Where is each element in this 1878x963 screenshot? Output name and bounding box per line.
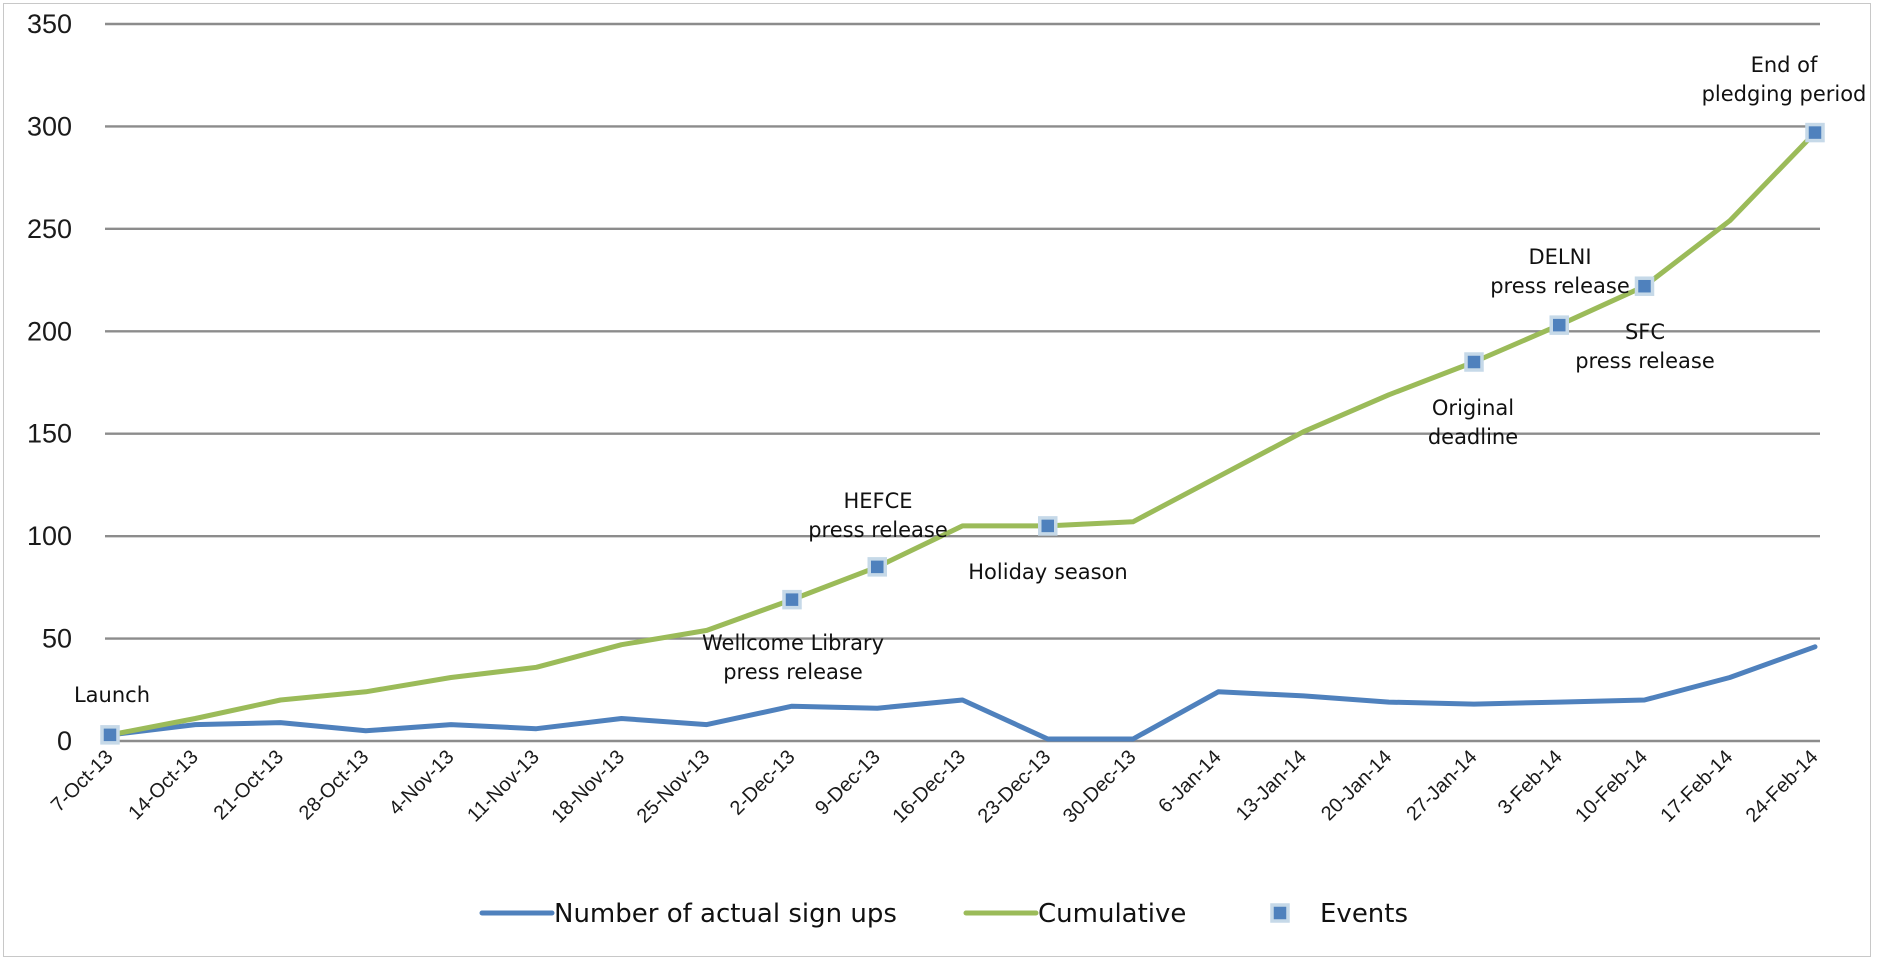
event-annotations: Launch Wellcome Library press release HEFCE… — [74, 53, 1866, 707]
event-annotation: Wellcome Library — [702, 631, 884, 655]
y-tick-label: 50 — [42, 624, 72, 654]
event-marker — [100, 725, 120, 745]
x-axis: 7-Oct-13 14-Oct-13 21-Oct-13 28-Oct-13 4-Nov… — [47, 746, 1823, 828]
event-marker — [1634, 276, 1655, 296]
x-tick-label: 28-Oct-13 — [295, 746, 373, 824]
y-tick-label: 150 — [27, 419, 72, 449]
event-marker — [867, 557, 887, 577]
x-tick-label: 13-Jan-14 — [1232, 746, 1311, 825]
event-annotation: Launch — [74, 683, 150, 707]
event-annotation: press release — [1575, 349, 1715, 373]
event-annotation: press release — [1490, 274, 1630, 298]
x-tick-label: 27-Jan-14 — [1402, 746, 1481, 825]
event-marker — [1464, 352, 1484, 372]
y-tick-label: 100 — [27, 521, 72, 551]
x-tick-label: 4-Nov-13 — [385, 746, 459, 820]
x-tick-label: 11-Nov-13 — [463, 746, 544, 827]
event-markers — [100, 122, 1825, 745]
event-marker — [782, 589, 802, 610]
x-tick-label: 20-Jan-14 — [1317, 746, 1396, 825]
y-tick-label: 0 — [57, 726, 72, 756]
event-marker — [1805, 122, 1825, 143]
series-line-sign-ups — [107, 644, 1818, 742]
y-tick-label: 300 — [27, 111, 72, 141]
gridlines — [105, 22, 1820, 743]
event-annotation: pledging period — [1702, 82, 1867, 106]
x-tick-label: 16-Dec-13 — [888, 746, 970, 828]
y-tick-label: 250 — [27, 214, 72, 244]
y-axis: 0 50 100 150 200 250 300 350 — [27, 9, 72, 756]
legend-swatch-events — [1270, 903, 1290, 923]
event-annotation: DELNI — [1528, 245, 1591, 269]
event-annotation: HEFCE — [843, 489, 912, 513]
legend: Number of actual sign ups Cumulative Event… — [479, 899, 1408, 929]
y-tick-label: 200 — [27, 316, 72, 346]
x-tick-label: 7-Oct-13 — [47, 746, 118, 817]
series-lines — [107, 130, 1818, 742]
chart-frame — [3, 3, 1871, 957]
x-tick-label: 17-Feb-14 — [1656, 746, 1737, 827]
event-marker — [1038, 516, 1058, 536]
x-tick-label: 14-Oct-13 — [124, 746, 202, 824]
legend-label-sign-ups: Number of actual sign ups — [554, 899, 897, 929]
x-tick-label: 2-Dec-13 — [726, 746, 800, 820]
y-tick-label: 350 — [27, 9, 72, 39]
legend-label-cumulative: Cumulative — [1038, 899, 1186, 929]
event-annotation: End of — [1751, 53, 1818, 77]
x-tick-label: 18-Nov-13 — [547, 746, 629, 828]
x-tick-label: 9-Dec-13 — [811, 746, 885, 820]
event-annotation: SFC — [1625, 320, 1665, 344]
event-marker — [1549, 315, 1569, 335]
x-tick-label: 3-Feb-14 — [1494, 746, 1567, 819]
event-annotation: Original — [1432, 396, 1514, 420]
series-line-cumulative — [107, 130, 1818, 738]
x-tick-label: 25-Nov-13 — [633, 746, 715, 828]
legend-label-events: Events — [1320, 899, 1408, 929]
x-tick-label: 21-Oct-13 — [210, 746, 288, 824]
x-tick-label: 30-Dec-13 — [1059, 746, 1141, 828]
event-annotation: press release — [723, 660, 863, 684]
event-annotation: press release — [808, 518, 948, 542]
event-annotation: Holiday season — [968, 560, 1127, 584]
x-tick-label: 6-Jan-14 — [1154, 746, 1225, 817]
x-tick-label: 10-Feb-14 — [1571, 746, 1652, 827]
x-tick-label: 23-Dec-13 — [974, 746, 1056, 828]
x-tick-label: 24-Feb-14 — [1742, 746, 1823, 827]
event-annotation: deadline — [1428, 425, 1518, 449]
